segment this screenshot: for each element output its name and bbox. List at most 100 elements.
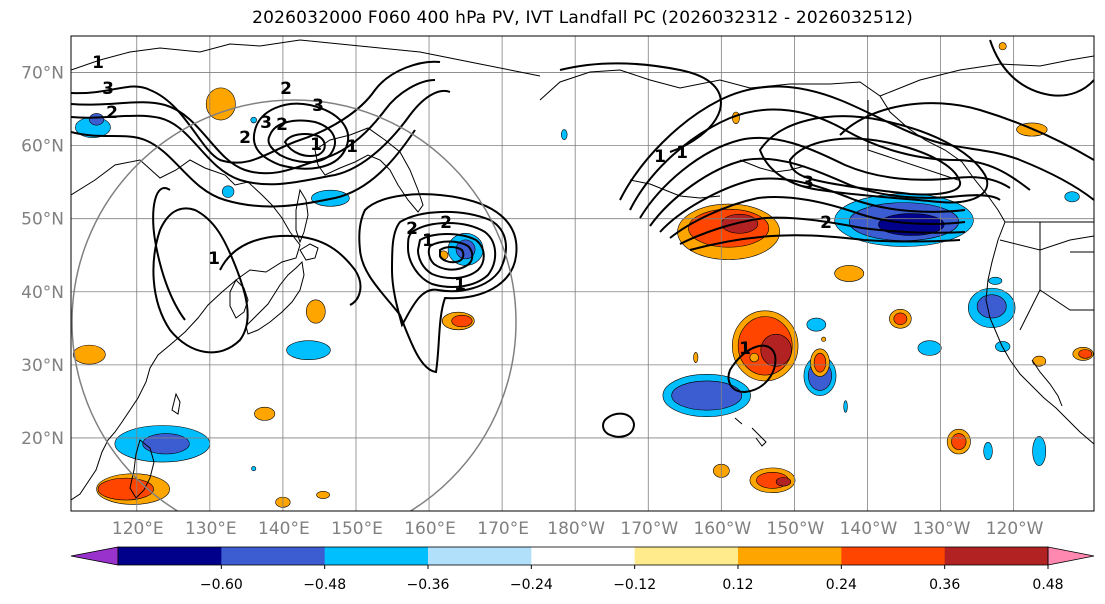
pv-contour-subtropical-1 <box>727 344 777 394</box>
pv-contour-label-18: 1 <box>208 249 220 269</box>
colorbar-segment-6 <box>738 547 842 565</box>
pv-contour-npac-1 <box>619 85 1094 201</box>
pv-contour-label-1: 2 <box>106 103 118 123</box>
lon-label-7: 170°W <box>620 519 678 539</box>
pv-contour-trough-1 <box>219 234 362 306</box>
lon-label-12: 120°W <box>986 519 1044 539</box>
map-frame <box>70 35 1095 512</box>
pv-contour-cutoff-3 <box>406 222 497 288</box>
pv-contour-label-13: 1 <box>454 275 466 295</box>
pc-anomaly-20 <box>205 87 236 121</box>
lat-label-1: 60°N <box>21 137 64 157</box>
pc-anomaly-1 <box>455 239 476 260</box>
pv-contours <box>71 39 1094 438</box>
pv-contour-asia-1 <box>71 79 436 175</box>
longitude-labels: 120°E 130°E 140°E 150°E 160°E 170°E 180°W 170°W… <box>112 519 1044 539</box>
pv-contour-npac-3 <box>639 136 1011 219</box>
colorbar-tick-label-8: 0.48 <box>1032 577 1063 593</box>
coastline-bajacalifornia <box>1031 359 1063 407</box>
lat-label-5: 20°N <box>21 429 64 449</box>
pc-anomaly-62 <box>561 129 568 141</box>
pv-contour-label-3: 2 <box>280 79 292 99</box>
coastline-hawaii <box>734 417 767 447</box>
pc-anomaly-30 <box>221 185 235 198</box>
pc-anomaly-53 <box>775 477 792 487</box>
pv-contour-cutoff-1 <box>358 193 518 374</box>
lat-label-4: 30°N <box>21 356 64 376</box>
pc-anomaly-41 <box>976 294 1007 319</box>
colorbar-segment-8 <box>944 547 1049 565</box>
colorbar-extend-max <box>1047 546 1095 566</box>
pv-contour-label-14: 3 <box>802 173 814 193</box>
colorbar-segment-3 <box>428 547 532 565</box>
pc-anomaly-33 <box>834 265 865 282</box>
pv-contour-arctic-1 <box>559 62 722 153</box>
pc-anomaly-64 <box>316 490 330 499</box>
colorbar-tick-label-3: −0.24 <box>510 577 553 593</box>
coastline-kamchatka <box>314 127 424 213</box>
pc-anomaly-50 <box>1032 436 1047 466</box>
border-states <box>1019 222 1094 331</box>
pc-anomaly-17 <box>142 433 190 455</box>
pc-anomaly-37 <box>843 400 848 413</box>
pv-contour-npac-6 <box>669 195 966 239</box>
pc-anomaly-49 <box>983 442 993 461</box>
lon-label-10: 140°W <box>840 519 898 539</box>
colorbar-tick-label-7: 0.36 <box>929 577 960 593</box>
lon-label-1: 130°E <box>185 519 237 539</box>
pv-contour-nw-canada <box>839 102 1094 161</box>
pc-anomaly-36 <box>806 317 827 332</box>
lon-label-6: 180°W <box>547 519 605 539</box>
latitude-labels: 70°N 60°N 50°N 40°N 30°N 20°N <box>21 64 64 449</box>
pv-contour-label-15: 2 <box>820 213 832 233</box>
pv-contour-label-6: 1 <box>310 135 322 155</box>
pv-contour-gulf-alaska-loop-2 <box>788 137 962 196</box>
pc-anomaly-11 <box>760 333 792 367</box>
pc-anomaly-13 <box>671 380 743 411</box>
lon-label-11: 130°W <box>913 519 971 539</box>
pv-contour-loop-60N-3 <box>283 133 326 157</box>
pv-contour-gulf-alaska-loop <box>758 115 989 204</box>
colorbar-segment-0 <box>118 547 222 565</box>
pc-anomaly-29 <box>250 116 257 124</box>
pv-contour-label-16: 1 <box>654 147 666 167</box>
pc-anomaly-56 <box>693 352 699 363</box>
pv-contour-asia-2 <box>71 90 451 186</box>
pv-contour-npac-5 <box>659 177 966 233</box>
colorbar-frame <box>117 546 1049 566</box>
pv-contour-label-5: 2 <box>276 115 288 135</box>
pc-anomaly-63 <box>251 466 257 472</box>
colorbar-tick-label-0: −0.60 <box>200 577 243 593</box>
pv-contour-label-11: 2 <box>440 213 452 233</box>
colorbar-segments <box>70 546 1095 566</box>
pc-anomaly-31 <box>254 406 276 421</box>
pv-contour-label-17: 1 <box>676 143 688 163</box>
graticule <box>71 36 1094 511</box>
lon-label-4: 160°E <box>404 519 456 539</box>
pv-contour-cutoff-5 <box>427 240 474 271</box>
pc-anomaly-46 <box>1078 349 1093 359</box>
colorbar-segment-5 <box>634 547 739 565</box>
pv-contour-npac-8 <box>689 234 961 251</box>
pv-contour-label-12: 1 <box>422 231 434 251</box>
colorbar-tick-labels: −0.60 −0.48 −0.36 −0.24 −0.12 0.12 0.24 0.36 0.4… <box>200 565 1064 593</box>
coastline-asia <box>71 159 301 501</box>
pv-contour-label-4: 3 <box>312 96 324 116</box>
pv-contour-npac-4 <box>649 157 1001 227</box>
coastline-hokkaido <box>299 243 319 261</box>
colorbar-segment-7 <box>841 547 946 565</box>
colorbar-segment-4 <box>531 547 636 565</box>
lon-label-3: 150°E <box>331 519 383 539</box>
coastline-alaska <box>539 69 1006 223</box>
pv-contour-label-0: 3 <box>102 79 114 99</box>
pv-contour-cutoff-6 <box>439 246 465 264</box>
pc-shading-layer <box>72 42 1094 508</box>
lat-label-0: 70°N <box>21 64 64 84</box>
pv-contour-cutoff-2 <box>390 211 507 328</box>
coastline-philippines <box>129 439 155 499</box>
pv-contour-label-10: 2 <box>406 219 418 239</box>
coastline-taiwan <box>171 392 181 415</box>
